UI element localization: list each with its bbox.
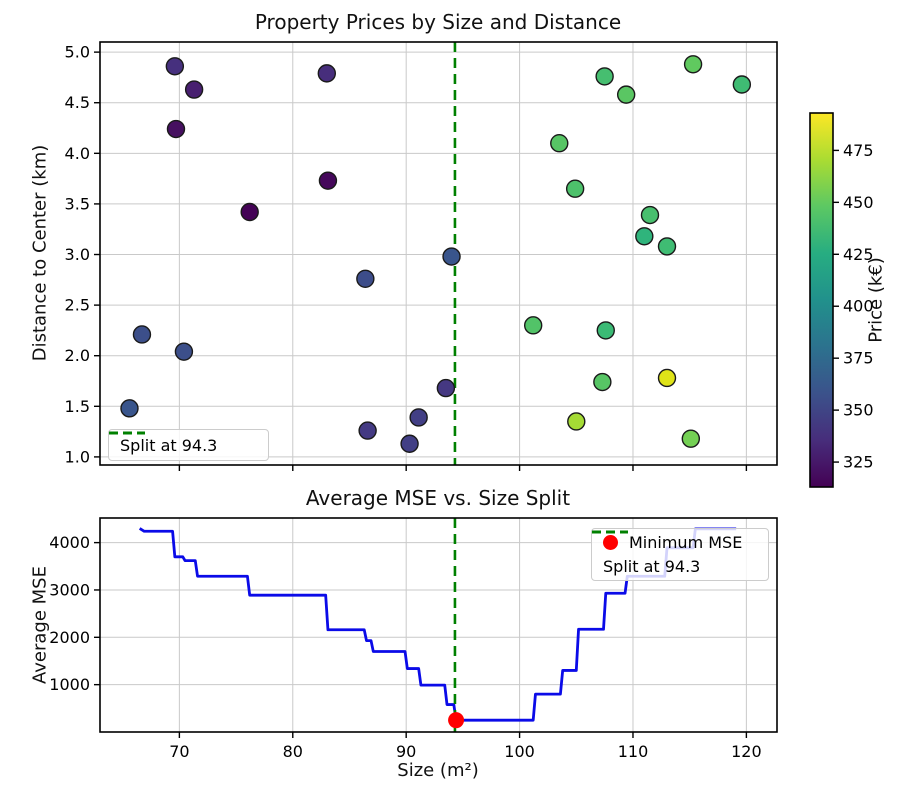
y-tick-label: 3.5 xyxy=(65,194,90,213)
legend-row-split: Split at 94.3 xyxy=(592,530,768,576)
scatter-legend: Split at 94.3 xyxy=(108,429,269,461)
scatter-point xyxy=(732,75,752,94)
scatter-point xyxy=(166,119,186,139)
scatter-point xyxy=(317,64,337,83)
scatter-point xyxy=(565,179,585,198)
y-tick-label: 3.0 xyxy=(65,245,90,264)
legend-row-split: Split at 94.3 xyxy=(109,431,268,455)
scatter-point xyxy=(358,421,377,440)
y-tick-label: 1.5 xyxy=(65,397,90,416)
scatter-point xyxy=(635,227,654,246)
scatter-point xyxy=(523,316,543,335)
mse-legend: Minimum MSE Split at 94.3 xyxy=(591,528,769,581)
scatter-point xyxy=(409,408,428,427)
scatter-point xyxy=(596,321,615,340)
y-tick-label: 1000 xyxy=(49,675,90,694)
mse-x-axis-label: Size (m²) xyxy=(397,760,479,781)
colorbar-tick-label: 325 xyxy=(843,453,874,472)
minimum-mse-point xyxy=(448,712,465,729)
scatter-point xyxy=(550,133,569,153)
mse-step-line xyxy=(138,527,737,722)
scatter-point xyxy=(184,80,204,99)
legend-row-minimum: Minimum MSE xyxy=(592,533,768,552)
mse-title: Average MSE vs. Size Split xyxy=(305,486,571,510)
axes-frame xyxy=(99,41,778,466)
colorbar-tick-label: 425 xyxy=(843,245,874,264)
green-dashed-line-icon xyxy=(592,530,628,534)
scatter-point xyxy=(442,247,461,266)
scatter-point xyxy=(683,55,703,74)
scatter-point xyxy=(132,325,152,344)
colorbar-tick-label: 375 xyxy=(843,349,874,368)
grid xyxy=(100,42,777,465)
colorbar-tick-label: 475 xyxy=(843,141,874,160)
red-dot-icon xyxy=(603,535,618,551)
y-tick-label: 1.0 xyxy=(65,447,90,466)
mse-legend-split-label: Split at 94.3 xyxy=(603,556,701,576)
scatter-point xyxy=(240,202,259,222)
scatter-point xyxy=(436,378,456,398)
scatter-point xyxy=(595,67,614,86)
mse-legend-min-label: Minimum MSE xyxy=(629,533,743,553)
scatter-point xyxy=(640,205,660,225)
green-dashed-line-icon xyxy=(109,431,145,435)
y-tick-label: 2.5 xyxy=(65,296,90,315)
mse-y-axis-label: Average MSE xyxy=(29,566,51,684)
y-tick-label: 5.0 xyxy=(65,43,90,62)
x-tick-label: 80 xyxy=(283,742,303,761)
x-tick-label: 90 xyxy=(396,742,416,761)
axes: 70 80 90 100 110 120 1000 2000 3000 4000 xyxy=(49,517,778,761)
scatter-point xyxy=(616,85,636,104)
y-tick-label: 2000 xyxy=(49,628,90,647)
axes-frame xyxy=(99,517,778,733)
y-tick-label: 3000 xyxy=(49,580,90,599)
colorbar-tick-label: 350 xyxy=(843,401,874,420)
x-tick-label: 70 xyxy=(169,742,189,761)
scatter-y-axis-label: Distance to Center (km) xyxy=(29,144,51,362)
scatter-point xyxy=(165,57,185,76)
scatter-point xyxy=(593,372,612,392)
colorbar-gradient xyxy=(810,113,833,487)
scatter-point xyxy=(657,237,677,256)
scatter-point xyxy=(681,429,701,448)
colorbar-frame xyxy=(809,112,834,488)
y-tick-label: 4000 xyxy=(49,533,90,552)
scatter-title: Property Prices by Size and Distance xyxy=(254,10,622,34)
scatter-point xyxy=(174,342,194,361)
x-tick-label: 110 xyxy=(618,742,649,761)
y-tick-label: 4.0 xyxy=(65,144,90,163)
y-tick-label: 2.0 xyxy=(65,346,90,365)
y-tick-label: 4.5 xyxy=(65,93,90,112)
scatter-point xyxy=(567,412,586,431)
scatter-legend-split-label: Split at 94.3 xyxy=(120,435,218,455)
colorbar-label: Price (k€) xyxy=(865,257,887,343)
scatter-point xyxy=(318,171,338,190)
colorbar-tick-label: 400 xyxy=(843,297,874,316)
scatter-point xyxy=(657,368,677,388)
scatter-point xyxy=(356,269,375,288)
scatter-point xyxy=(120,399,139,418)
colorbar-tick-label: 450 xyxy=(843,193,874,212)
x-tick-label: 100 xyxy=(504,742,535,761)
axes: 1.0 1.5 2.0 2.5 3.0 3.5 4.0 4.5 5.0 xyxy=(65,41,778,471)
x-tick-label: 120 xyxy=(731,742,762,761)
scatter-point xyxy=(400,434,419,453)
